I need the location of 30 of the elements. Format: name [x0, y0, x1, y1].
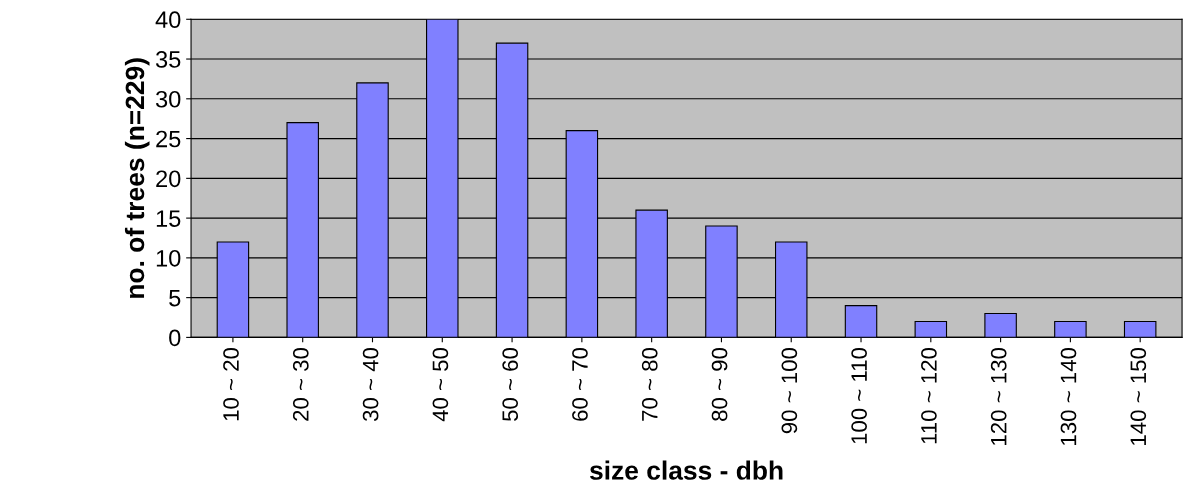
y-tick-label: 40	[155, 11, 181, 29]
x-tick-label: 10 ~ 20	[223, 347, 239, 421]
x-tick-label: 60 ~ 70	[572, 347, 588, 421]
bar	[914, 320, 948, 338]
y-axis-title: no. of trees (n=229)	[124, 58, 150, 298]
x-tick-label: 120 ~ 130	[990, 347, 1007, 445]
y-tick-label: 10	[156, 249, 181, 267]
x-tick-label: 80 ~ 90	[711, 347, 728, 421]
x-tick-label: 40 ~ 50	[432, 347, 449, 422]
bar	[984, 312, 1017, 338]
x-tick-label: 20 ~ 30	[292, 347, 309, 421]
x-tick-label: 110 ~ 120	[921, 347, 937, 444]
bar	[1054, 320, 1087, 338]
y-tick-label: 25	[156, 130, 181, 148]
x-tick-label: 130 ~ 140	[1060, 347, 1077, 445]
x-tick-label: 90 ~ 100	[781, 347, 798, 434]
y-tick-label: 35	[155, 51, 181, 68]
y-tick-label: 5	[169, 289, 181, 307]
y-tick-label: 30	[155, 90, 181, 108]
y-tick-label: 15	[156, 210, 181, 227]
bar	[1123, 320, 1157, 338]
x-tick-label: 100 ~ 110	[851, 347, 867, 444]
x-tick-label: 50 ~ 60	[502, 347, 519, 421]
x-axis-title: size class - dbh	[589, 460, 783, 480]
x-tick-label: 70 ~ 80	[641, 347, 658, 421]
y-tick-label: 0	[169, 329, 181, 347]
x-tick-label: 140 ~ 150	[1130, 347, 1147, 445]
bar	[844, 305, 878, 338]
y-tick-label: 20	[156, 170, 181, 188]
x-tick-label: 30 ~ 40	[362, 347, 379, 422]
